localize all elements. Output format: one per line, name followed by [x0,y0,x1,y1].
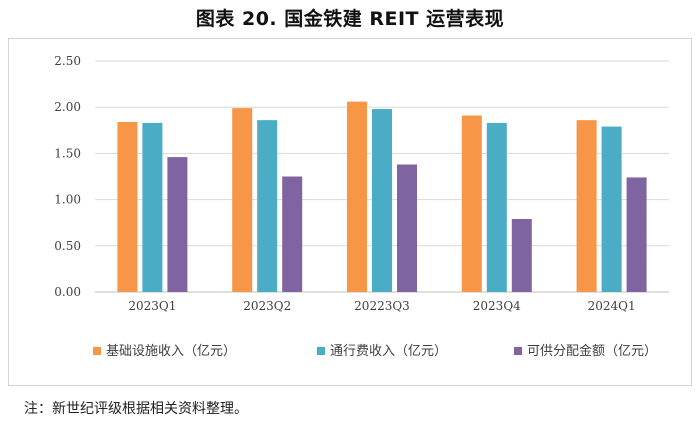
chart-title: 图表 20. 国金铁建 REIT 运营表现 [195,8,505,30]
bar-series0-2023Q2 [232,108,253,293]
bar-series0-20223Q3 [347,101,367,292]
bar-series2-2023Q2 [282,176,303,292]
bar-series1-2023Q1 [142,122,163,293]
legend-label-1: 通行费收入（亿元） [330,344,447,359]
x-tick-label-1: 2023Q2 [243,299,291,313]
y-tick-label-5: 2.50 [54,54,81,68]
y-tick-label-1: 0.50 [54,239,81,253]
legend-label-2: 可供分配金额（亿元） [527,343,657,359]
y-tick-label-4: 2.00 [54,100,81,114]
legend-swatch-1 [317,347,325,355]
legend-label-0: 基础设施收入（亿元） [106,344,236,359]
x-tick-label-0: 2023Q1 [128,299,176,313]
bar-series1-2023Q2 [257,120,278,292]
legend-swatch-2 [514,347,522,355]
bar-series2-2023Q4 [511,219,532,292]
bar-chart: 0.00 0.50 1.00 1.50 2.00 2.50 2023Q1 2023Q2 2022… [54,54,669,359]
y-tick-label-2: 1.00 [54,193,81,207]
bar-series2-20223Q3 [397,164,417,292]
bar-series0-2023Q4 [461,115,482,293]
bar-series1-2024Q1 [601,126,622,292]
bar-series2-2024Q1 [626,177,647,292]
x-tick-label-2: 20223Q3 [354,299,410,313]
bar-series2-2023Q1 [167,157,188,292]
bar-series1-20223Q3 [372,109,392,292]
y-tick-label-0: 0.00 [54,285,81,299]
bar-series0-2024Q1 [576,120,597,292]
source-note: 注：新世纪评级根据相关资料整理。 [24,401,248,417]
legend-swatch-0 [93,347,101,355]
x-tick-label-3: 2023Q4 [473,299,521,313]
x-tick-label-4: 2024Q1 [588,299,636,313]
y-tick-label-3: 1.50 [54,146,81,160]
chart-frame: 0.00 0.50 1.00 1.50 2.00 2.50 2023Q1 2023Q2 2022… [8,38,692,386]
bar-series1-2023Q4 [486,122,507,293]
bar-series0-2023Q1 [117,121,138,292]
